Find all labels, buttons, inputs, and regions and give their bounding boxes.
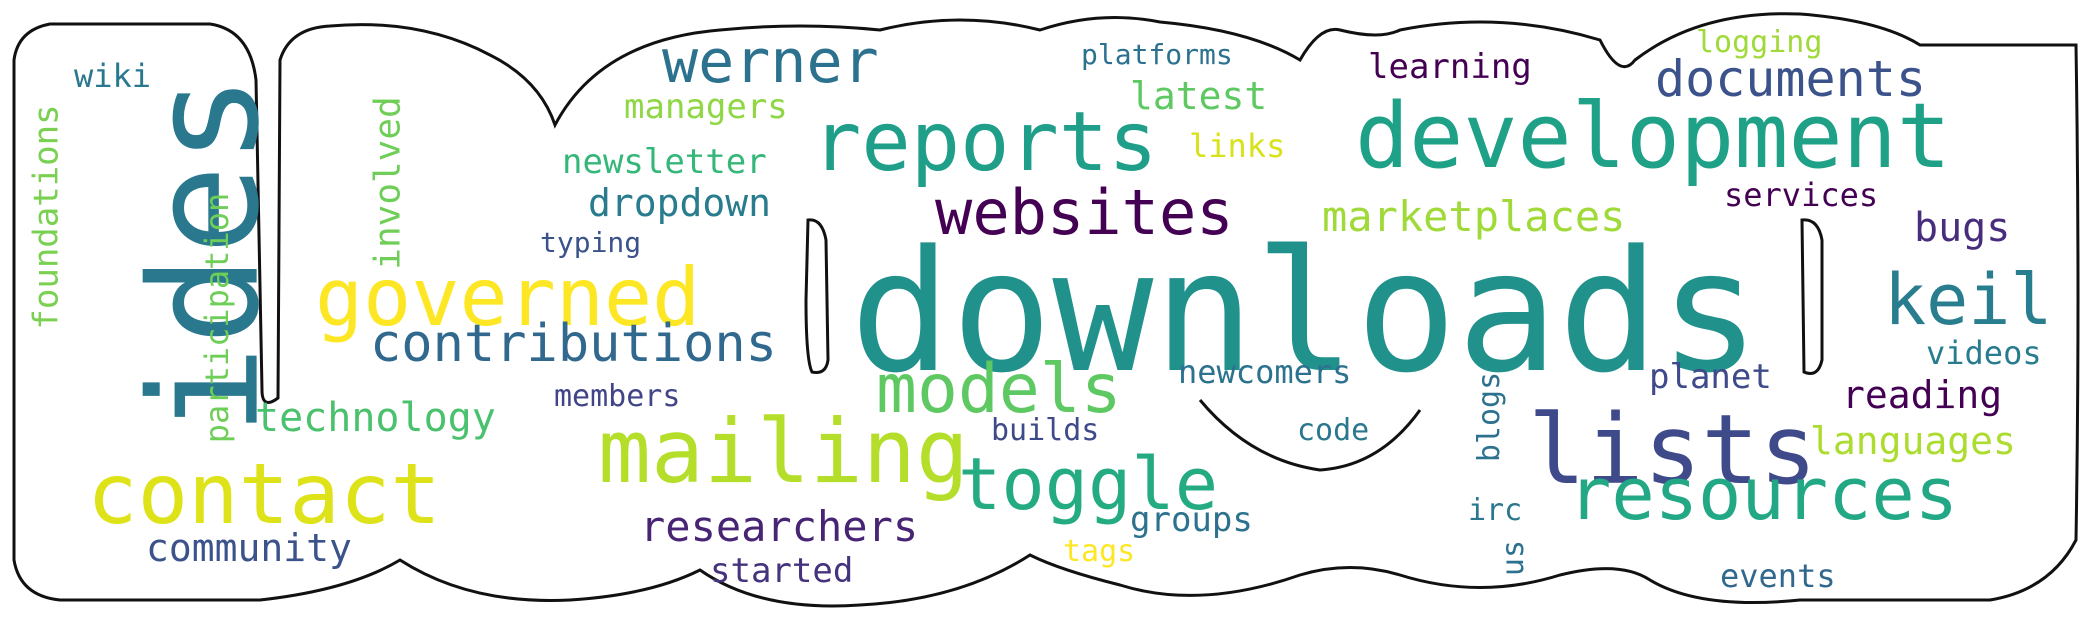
word-tags: tags (1063, 534, 1136, 569)
word-services: services (1724, 176, 1879, 214)
word-dropdown: dropdown (588, 181, 772, 225)
word-planet: planet (1649, 357, 1772, 397)
word-typing: typing (540, 226, 642, 259)
word-newsletter: newsletter (562, 142, 767, 182)
word-involved: involved (367, 96, 409, 270)
word-bugs: bugs (1914, 205, 2011, 251)
word-us: us (1496, 539, 1532, 577)
word-reports: reports (812, 95, 1158, 190)
word-logging: logging (1696, 25, 1823, 60)
word-events: events (1720, 557, 1836, 595)
word-foundations: foundations (26, 104, 67, 330)
word-werner: werner (662, 27, 879, 97)
word-technology: technology (255, 395, 496, 441)
word-started: started (710, 551, 854, 591)
word-marketplaces: marketplaces (1322, 192, 1626, 241)
word-lists: lists (1528, 394, 1817, 506)
word-resources: resources (1568, 452, 1959, 536)
word-wiki: wiki (74, 57, 152, 95)
word-code: code (1297, 413, 1370, 448)
word-contact: contact (87, 445, 442, 543)
word-downloads: downloads (850, 214, 1761, 410)
word-governed: governed (315, 251, 701, 344)
word-models: models (876, 350, 1122, 429)
word-community: community (146, 526, 352, 570)
word-irc: irc (1468, 493, 1523, 528)
word-reading: reading (1842, 373, 2003, 417)
word-managers: managers (624, 87, 788, 127)
word-participation: participation (198, 192, 237, 444)
word-websites: websites (935, 176, 1234, 249)
word-newcomers: newcomers (1178, 353, 1352, 391)
word-members: members (554, 379, 681, 414)
word-researchers: researchers (640, 502, 919, 551)
word-blogs: blogs (1472, 371, 1508, 463)
word-learning: learning (1368, 47, 1532, 87)
word-toggle: toggle (958, 442, 1219, 526)
word-documents: documents (1655, 50, 1926, 108)
word-videos: videos (1926, 334, 2042, 372)
word-builds: builds (991, 413, 1100, 448)
word-languages: languages (1810, 419, 2016, 463)
word-mailing: mailing (598, 400, 969, 503)
word-links: links (1189, 127, 1286, 165)
word-latest: latest (1130, 74, 1268, 118)
word-groups: groups (1130, 500, 1253, 540)
word-platforms: platforms (1081, 38, 1233, 71)
word-contributions: contributions (370, 314, 777, 374)
word-keil: keil (1884, 259, 2053, 341)
word-development: development (1355, 84, 1952, 189)
